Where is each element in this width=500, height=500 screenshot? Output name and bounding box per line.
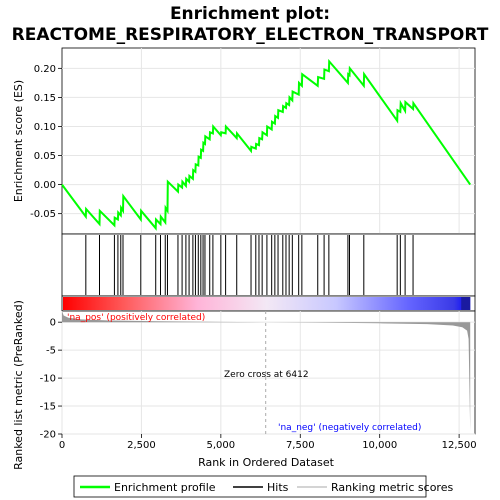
es-y-ticks: -0.05 0.00 0.05 0.10 0.15 0.20 <box>30 64 62 220</box>
metric-y-tick-label: -10 <box>40 374 56 385</box>
metric-panel: 0 -5 -10 -15 -20 0 2,500 5,000 7,500 10,000 12,50… <box>12 300 477 470</box>
es-y-axis-label: Enrichment score (ES) <box>12 80 25 202</box>
es-y-tick-label: 0.10 <box>34 122 56 133</box>
es-panel-frame <box>61 47 476 235</box>
metric-x-ticks: 0 2,500 5,000 7,500 10,000 12,500 <box>59 434 477 451</box>
es-y-tick-label: 0.20 <box>34 64 56 75</box>
positive-correlated-label: 'na_pos' (positively correlated) <box>67 313 205 323</box>
es-y-tick-label: -0.05 <box>30 209 56 220</box>
metric-y-tick-label: -5 <box>46 346 56 357</box>
metric-y-tick-label: -20 <box>40 430 56 441</box>
x-tick-label: 0 <box>59 440 65 451</box>
x-tick-label: 10,000 <box>362 440 397 451</box>
chart-title-line1: Enrichment plot: <box>170 4 330 24</box>
chart-title-line2: REACTOME_RESPIRATORY_ELECTRON_TRANSPORT <box>12 25 489 45</box>
legend-label-hits: Hits <box>267 481 289 494</box>
metric-y-tick-label: -15 <box>40 402 56 413</box>
metric-y-axis-label: Ranked list metric (PreRanked) <box>12 300 25 470</box>
rank-color-gradient <box>63 297 471 310</box>
negative-correlated-label: 'na_neg' (negatively correlated) <box>278 423 421 433</box>
legend: Enrichment profile Hits Ranking metric s… <box>73 475 453 498</box>
metric-y-tick-label: 0 <box>50 318 56 329</box>
es-y-tick-label: 0.15 <box>34 93 56 104</box>
x-axis-label: Rank in Ordered Dataset <box>198 456 335 469</box>
rank-color-bar <box>61 295 476 312</box>
legend-label-enrichment-profile: Enrichment profile <box>114 481 216 494</box>
ranking-metric-area <box>62 311 471 432</box>
rank-color-bar-end <box>461 297 471 310</box>
x-tick-label: 2,500 <box>127 440 156 451</box>
es-y-tick-label: 0.00 <box>34 180 56 191</box>
hits-panel <box>61 233 476 297</box>
legend-label-ranking-metric: Ranking metric scores <box>331 481 453 494</box>
metric-y-ticks: 0 -5 -10 -15 -20 <box>40 318 62 441</box>
enrichment-profile-line <box>61 58 472 231</box>
x-tick-label: 12,500 <box>442 440 477 451</box>
metric-panel-frame <box>61 310 476 435</box>
x-tick-label: 5,000 <box>207 440 236 451</box>
es-y-tick-label: 0.05 <box>34 151 56 162</box>
es-panel: -0.05 0.00 0.05 0.10 0.15 0.20 Enrichment sco… <box>12 47 476 235</box>
hit-markers <box>85 235 414 295</box>
es-grid <box>62 48 475 234</box>
hits-panel-frame <box>61 233 476 297</box>
zero-cross-label: Zero cross at 6412 <box>224 370 309 380</box>
x-tick-label: 7,500 <box>286 440 315 451</box>
